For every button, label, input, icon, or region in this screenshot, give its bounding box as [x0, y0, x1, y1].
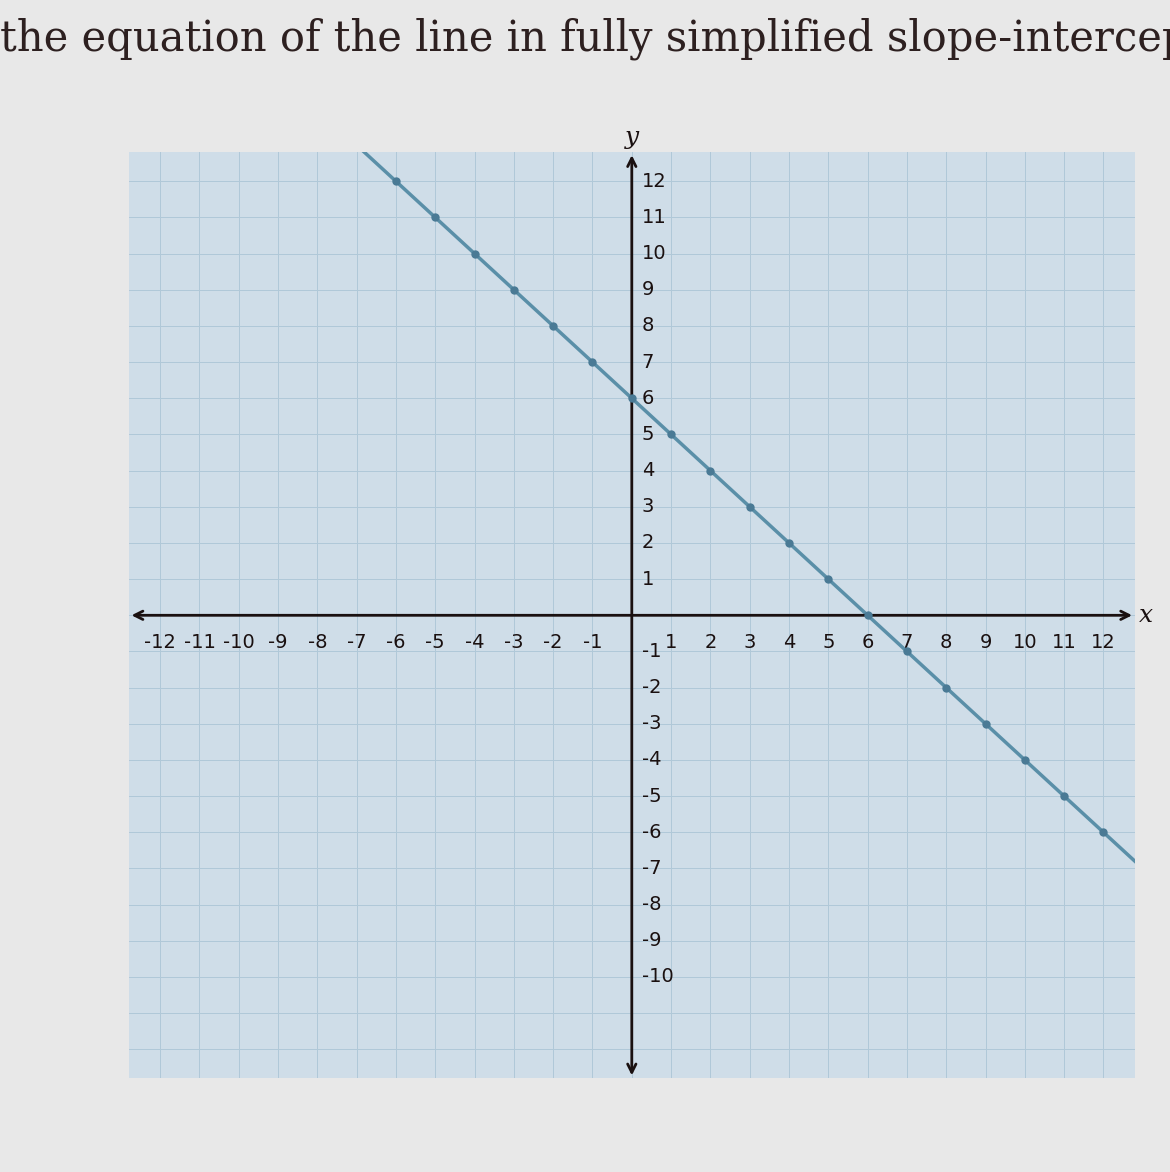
Text: -5: -5 — [426, 633, 445, 653]
Text: -7: -7 — [347, 633, 366, 653]
Text: 1: 1 — [665, 633, 677, 653]
Text: -1: -1 — [583, 633, 603, 653]
Point — [819, 570, 838, 588]
Text: 7: 7 — [641, 353, 654, 372]
Text: x: x — [1138, 604, 1152, 627]
Text: 11: 11 — [1052, 633, 1076, 653]
Text: 6: 6 — [641, 389, 654, 408]
Text: 12: 12 — [641, 172, 667, 191]
Text: -9: -9 — [268, 633, 288, 653]
Point — [741, 497, 759, 516]
Point — [622, 389, 641, 408]
Point — [859, 606, 878, 625]
Text: -8: -8 — [641, 895, 661, 914]
Point — [1016, 750, 1034, 769]
Point — [426, 209, 445, 227]
Text: -1: -1 — [641, 642, 661, 661]
Text: 10: 10 — [1012, 633, 1037, 653]
Text: 4: 4 — [783, 633, 796, 653]
Text: 10: 10 — [641, 244, 666, 264]
Text: -11: -11 — [184, 633, 215, 653]
Text: 6: 6 — [861, 633, 874, 653]
Text: 7: 7 — [901, 633, 913, 653]
Text: 3: 3 — [641, 497, 654, 517]
Text: 12: 12 — [1092, 633, 1116, 653]
Text: -12: -12 — [144, 633, 176, 653]
Text: -3: -3 — [504, 633, 524, 653]
Text: 8: 8 — [641, 316, 654, 335]
Text: 2: 2 — [641, 533, 654, 552]
Text: 1: 1 — [641, 570, 654, 588]
Text: 11: 11 — [641, 207, 667, 227]
Text: -10: -10 — [222, 633, 255, 653]
Text: -10: -10 — [641, 967, 674, 987]
Text: -5: -5 — [641, 786, 661, 805]
Text: 3: 3 — [743, 633, 756, 653]
Point — [583, 353, 601, 372]
Point — [701, 462, 720, 481]
Point — [937, 679, 956, 697]
Text: -8: -8 — [308, 633, 328, 653]
Text: 8: 8 — [940, 633, 952, 653]
Point — [1055, 786, 1074, 805]
Text: y: y — [625, 125, 639, 149]
Text: -4: -4 — [641, 750, 661, 770]
Text: 2: 2 — [704, 633, 716, 653]
Point — [897, 642, 916, 661]
Point — [466, 244, 484, 263]
Text: -9: -9 — [641, 932, 661, 950]
Point — [544, 316, 563, 335]
Point — [779, 533, 798, 552]
Text: 5: 5 — [641, 425, 654, 444]
Text: 9: 9 — [641, 280, 654, 299]
Text: the equation of the line in fully simplified slope-intercep: the equation of the line in fully simpli… — [0, 18, 1170, 60]
Point — [976, 715, 994, 734]
Text: -6: -6 — [386, 633, 406, 653]
Point — [504, 280, 523, 299]
Text: 5: 5 — [823, 633, 834, 653]
Point — [662, 425, 681, 444]
Text: 9: 9 — [979, 633, 992, 653]
Text: -7: -7 — [641, 859, 661, 878]
Text: 4: 4 — [641, 461, 654, 481]
Point — [1094, 823, 1113, 841]
Text: -2: -2 — [641, 679, 661, 697]
Text: -3: -3 — [641, 714, 661, 734]
Text: -6: -6 — [641, 823, 661, 841]
Text: -4: -4 — [464, 633, 484, 653]
Text: -2: -2 — [543, 633, 563, 653]
Point — [386, 172, 405, 191]
